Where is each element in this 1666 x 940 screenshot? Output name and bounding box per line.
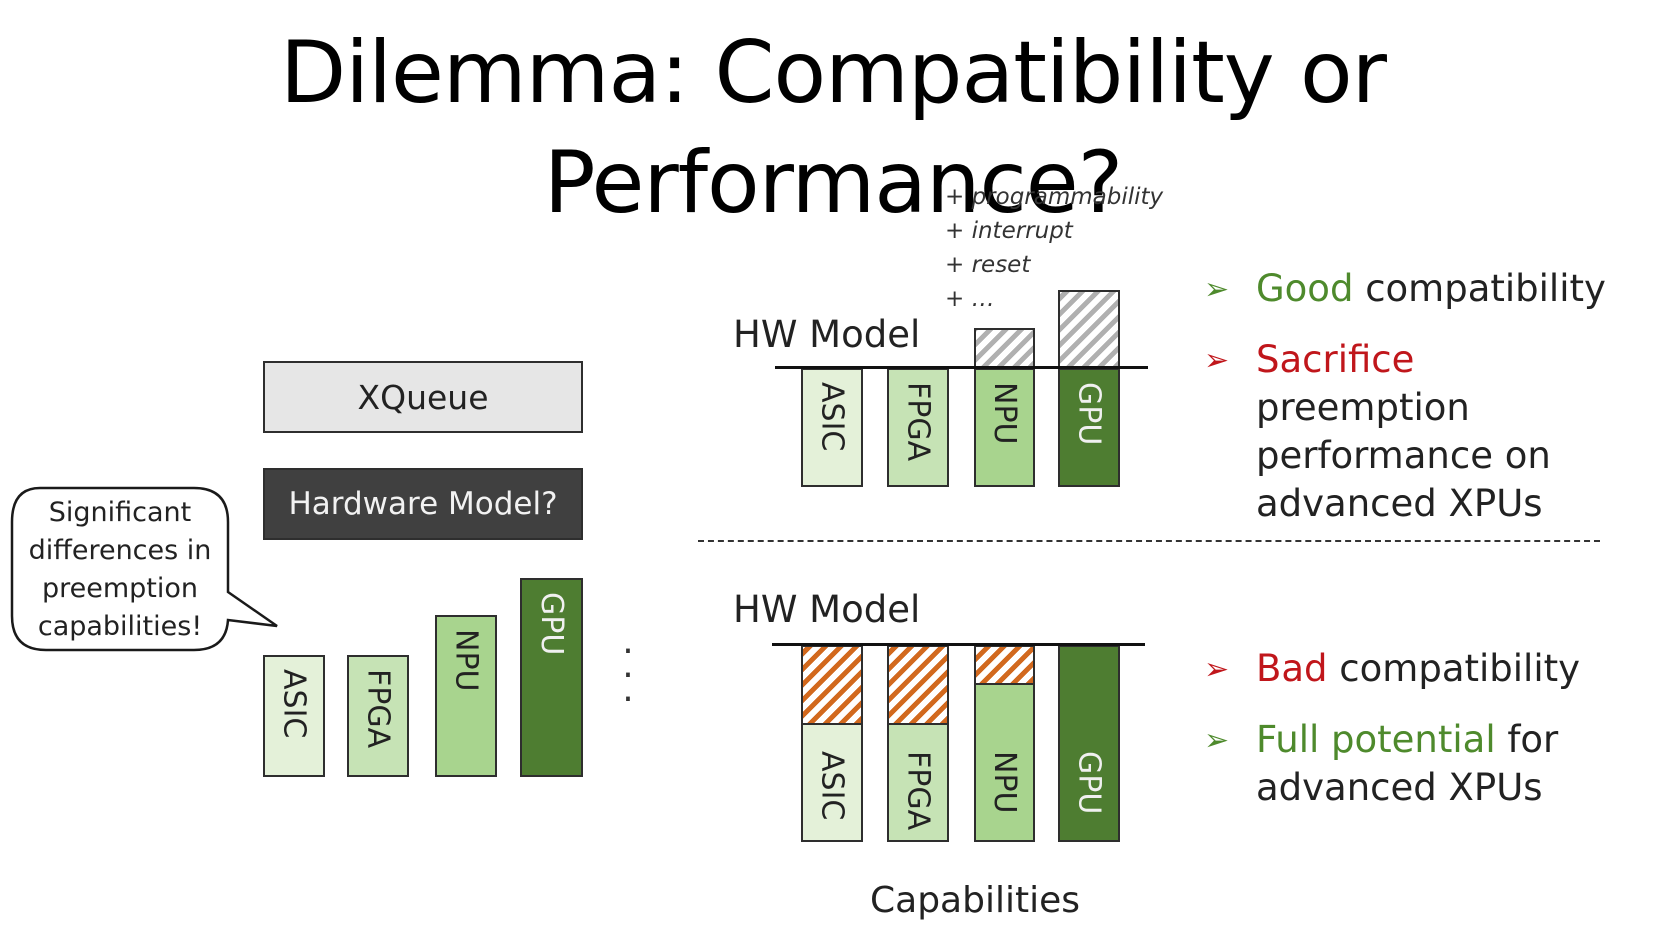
hardware-model-box: Hardware Model?: [263, 468, 583, 540]
point-rest: compatibility: [1327, 647, 1581, 690]
stack-npu-bar: NPU: [435, 615, 497, 777]
bottom-asic-bar: ASIC: [801, 723, 863, 842]
arrow-bullet-icon: ➢: [1204, 652, 1230, 687]
point-highlight: Bad: [1256, 647, 1328, 690]
extra-feature: + interrupt: [945, 218, 1073, 244]
bottom-fpga-label: FPGA: [900, 751, 936, 831]
ellipsis: · · ·: [622, 631, 634, 720]
arrow-bullet-icon: ➢: [1204, 272, 1230, 307]
top-gpu-bar: GPU: [1058, 368, 1120, 487]
bottom-npu-label: NPU: [987, 751, 1022, 814]
bottom-fpga-hatch: [887, 645, 949, 725]
extra-features-list: + programmability + interrupt + reset + …: [945, 180, 1163, 316]
callout-text: Significant differences in preemption ca…: [28, 497, 212, 642]
bottom-model-line: [772, 643, 1145, 646]
stack-gpu-bar: GPU: [520, 578, 583, 777]
point-bad-compat: Bad compatibility: [1256, 645, 1646, 693]
point-rest: compatibility: [1353, 267, 1606, 310]
top-asic-bar: ASIC: [801, 368, 863, 487]
top-fpga-label: FPGA: [900, 382, 936, 462]
point-rest: for advanced XPUs: [1256, 718, 1559, 809]
extra-feature: + …: [945, 286, 995, 312]
stack-fpga-label: FPGA: [360, 669, 396, 749]
slide-title: Dilemma: Compatibility or Performance?: [279, 23, 1387, 233]
point-highlight: Full potential: [1256, 718, 1496, 761]
top-gpu-label: GPU: [1071, 382, 1107, 446]
bottom-fpga-bar: FPGA: [887, 723, 949, 842]
top-npu-bar: NPU: [974, 368, 1035, 487]
bottom-asic-label: ASIC: [814, 751, 850, 821]
arrow-bullet-icon: ➢: [1204, 343, 1230, 378]
bottom-npu-hatch: [974, 645, 1035, 685]
top-model-line: [775, 366, 1148, 369]
section-divider: [698, 540, 1600, 542]
top-npu-label: NPU: [987, 382, 1022, 445]
bottom-gpu-label: GPU: [1071, 751, 1107, 815]
stack-gpu-label: GPU: [534, 592, 569, 656]
stack-asic-bar: ASIC: [263, 655, 325, 777]
stack-fpga-bar: FPGA: [347, 655, 409, 777]
point-rest: preemption performance on advanced XPUs: [1256, 386, 1551, 525]
top-fpga-bar: FPGA: [887, 368, 949, 487]
point-full-potential: Full potential for advanced XPUs: [1256, 716, 1636, 812]
extra-feature: + programmability: [945, 184, 1164, 210]
stack-asic-label: ASIC: [276, 669, 312, 739]
top-gpu-extra-hatch: [1058, 290, 1120, 370]
xqueue-box: XQueue: [263, 361, 583, 433]
point-highlight: Sacrifice: [1256, 338, 1415, 381]
bottom-hw-model-label: HW Model: [733, 588, 921, 631]
point-good-compat: Good compatibility: [1256, 265, 1646, 313]
speech-bubble: [10, 486, 278, 652]
stack-npu-label: NPU: [448, 629, 484, 692]
top-asic-label: ASIC: [814, 382, 850, 452]
extra-feature: + reset: [945, 252, 1031, 278]
point-sacrifice: Sacrifice preemption performance on adva…: [1256, 336, 1636, 528]
point-highlight: Good: [1256, 267, 1354, 310]
bottom-gpu-bar: GPU: [1058, 645, 1120, 842]
capabilities-caption: Capabilities: [870, 880, 1080, 921]
bottom-asic-hatch: [801, 645, 863, 725]
top-hw-model-label: HW Model: [733, 313, 921, 356]
arrow-bullet-icon: ➢: [1204, 723, 1230, 758]
top-npu-extra-hatch: [974, 328, 1035, 370]
bottom-npu-bar: NPU: [974, 683, 1035, 842]
